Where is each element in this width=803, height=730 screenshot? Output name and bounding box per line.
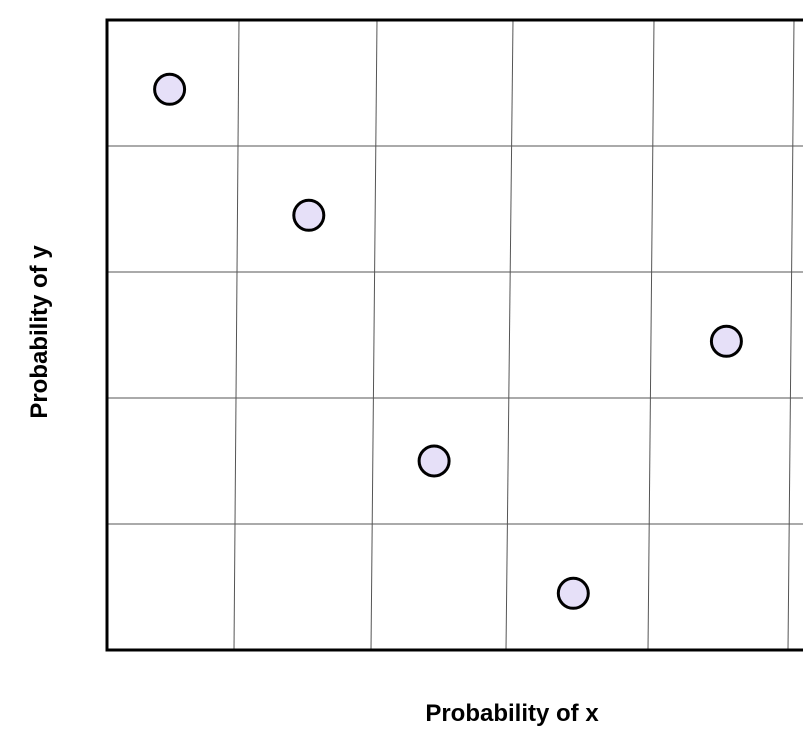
- data-point-5: [709, 324, 743, 358]
- data-point-4: [556, 576, 590, 610]
- data-point-1: [153, 72, 187, 106]
- grid-line-vertical: [787, 19, 795, 651]
- data-point-2: [292, 198, 326, 232]
- x-axis-title: Probability of x: [425, 700, 599, 727]
- grid-line-vertical: [233, 19, 240, 651]
- data-point-3: [417, 444, 451, 478]
- y-axis-title: Probability of y: [26, 245, 53, 419]
- grid-lines: [107, 19, 803, 651]
- grid-line-vertical: [505, 19, 514, 651]
- grid-line-vertical: [647, 19, 655, 651]
- grid-line-vertical: [370, 19, 378, 651]
- axes: [105, 18, 803, 652]
- data-points: [153, 72, 743, 610]
